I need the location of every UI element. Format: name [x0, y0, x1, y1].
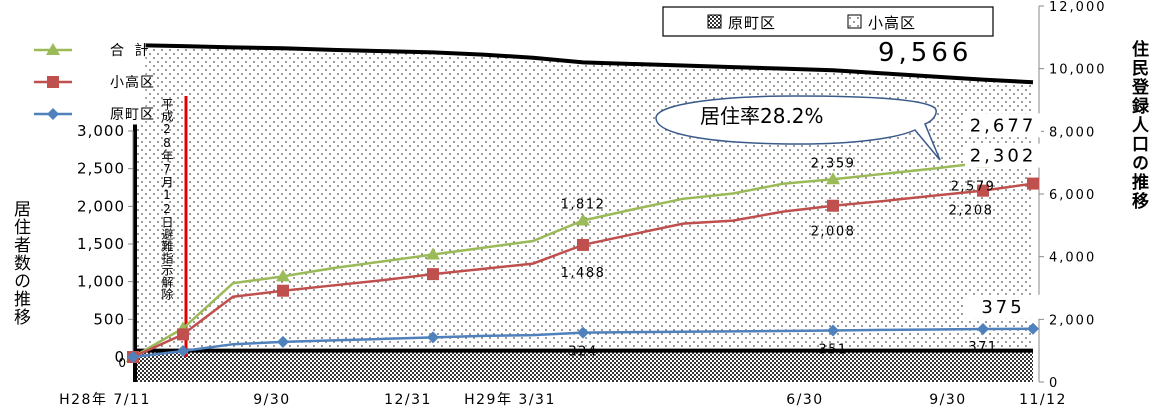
x-tick-label: 11/12	[1019, 392, 1067, 408]
y-left-tick-label: 1,000	[77, 273, 125, 291]
y-right-tick-label: 12,000	[1049, 0, 1107, 15]
y-right-tick-label: 10,000	[1049, 63, 1107, 78]
marker-diamond	[1027, 322, 1039, 335]
evacuation-lift-label: 平成28年7月12日避難指示解除	[160, 98, 174, 300]
y-left-axis-title: 居住者数の推移	[10, 200, 30, 326]
y-right-tick-label: 2,000	[1049, 313, 1096, 328]
marker-square	[427, 268, 439, 281]
x-tick-label: H28年 7/11	[59, 392, 151, 408]
y-right-tick-label: 4,000	[1049, 251, 1096, 266]
y-right-tick-label: 6,000	[1049, 188, 1096, 203]
data-label: 1,488	[561, 266, 606, 281]
area-total-outline	[132, 43, 1034, 85]
data-label: 0	[118, 356, 127, 370]
y-left-tick-label: 3,000	[77, 122, 125, 140]
data-label-bg	[965, 143, 1041, 168]
marker-diamond	[977, 323, 989, 336]
area-haramachi	[133, 350, 1033, 382]
x-tick-label: 9/30	[253, 392, 290, 408]
data-label: 2,208	[949, 204, 994, 219]
legend-left-label: 合 計	[110, 43, 151, 59]
y-left-tick-label: 0	[114, 348, 125, 366]
marker-diamond	[177, 344, 189, 357]
data-label-bg	[965, 113, 1041, 138]
data-label: 2,302	[970, 146, 1037, 167]
data-label: 2,677	[970, 115, 1037, 136]
data-label: 1,812	[561, 197, 606, 212]
y-left-tick-label: 2,500	[77, 160, 125, 178]
marker-diamond	[427, 331, 439, 344]
axes: 0 500 1,000 1,500 2,000 2,500 3,000 0 2,000 4,000…	[59, 0, 1107, 408]
y-left-tick-label: 2,000	[77, 197, 125, 215]
x-tick-label: 12/31	[384, 392, 432, 408]
y-right-tick-label: 0	[1049, 376, 1059, 391]
marker-diamond	[277, 335, 289, 348]
legend-left-label: 小高区	[110, 74, 155, 91]
data-label: 2,359	[811, 156, 856, 171]
x-tick-label: H29年 3/31	[464, 392, 556, 408]
marker-square	[277, 284, 289, 297]
y-right-tick-label: 8,000	[1049, 125, 1096, 140]
legend-top-swatch	[707, 14, 722, 29]
data-label: 2,579	[951, 180, 996, 195]
marker-triangle	[576, 213, 590, 226]
marker-triangle	[826, 172, 840, 185]
marker-diamond	[577, 326, 589, 339]
data-label: 351	[818, 343, 847, 358]
marker-triangle	[46, 43, 60, 55]
legend-top-label: 小高区	[868, 14, 916, 32]
marker-square	[827, 199, 839, 212]
legend-left-label: 原町区	[110, 107, 155, 123]
data-label: 2,008	[811, 225, 856, 240]
marker-square	[1027, 177, 1039, 190]
marker-triangle	[276, 269, 290, 282]
data-label: 371	[968, 340, 997, 355]
marker-diamond	[127, 351, 139, 363]
residence-rate-label: 居住率28.2%	[700, 104, 824, 128]
marker-square	[177, 328, 189, 341]
x-tick-label: 6/30	[786, 392, 823, 408]
marker-diamond	[827, 324, 839, 337]
marker-diamond	[47, 108, 59, 120]
y-right-axis-title: 住民登録人口の推移	[1128, 40, 1148, 211]
marker-square	[977, 184, 989, 197]
y-left-tick-label: 500	[93, 310, 125, 328]
data-label-bg	[965, 294, 1041, 319]
marker-square	[47, 76, 59, 88]
y-left-tick-label: 1,500	[77, 235, 125, 253]
marker-square	[577, 238, 589, 251]
x-tick-label: 9/30	[929, 392, 966, 408]
population-total-label: 9,566	[878, 38, 973, 68]
data-labels: 1,812 2,359 2,579 2,677 1,488 2,008 2,208 2,302…	[118, 95, 1041, 370]
residence-rate-callout	[655, 95, 941, 161]
marker-triangle	[426, 247, 440, 260]
legend-top-swatch	[847, 14, 862, 29]
data-label: 324	[568, 345, 597, 360]
legend-top-label: 原町区	[728, 14, 776, 32]
series-lines	[126, 148, 1040, 363]
data-label: 375	[981, 297, 1024, 318]
